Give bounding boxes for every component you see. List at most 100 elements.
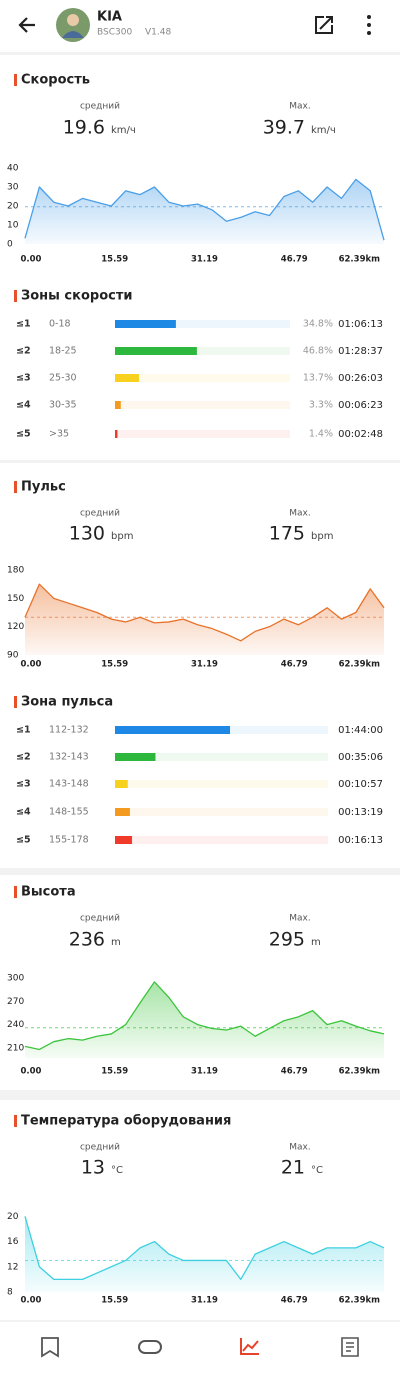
y-tick-label: 120 xyxy=(7,622,24,632)
zone-bar xyxy=(115,401,121,409)
avg-unit: km/ч xyxy=(111,125,136,136)
zone-bar xyxy=(115,320,176,328)
zone-level: ≤5 xyxy=(16,835,31,846)
zone-time: 01:06:13 xyxy=(338,319,383,330)
nav-track[interactable] xyxy=(138,1340,162,1354)
x-tick-label: 46.79 xyxy=(281,1296,308,1306)
avg-unit: bpm xyxy=(111,531,133,542)
x-tick-label: 15.59 xyxy=(101,1296,128,1306)
x-tick-label: 62.39km xyxy=(339,660,381,670)
section-title: Пульс xyxy=(21,480,66,495)
zone-percent: 1.4% xyxy=(309,429,333,440)
share-button[interactable] xyxy=(315,16,333,34)
x-tick-label: 0.00 xyxy=(21,255,42,265)
avg-value: 19.6 xyxy=(63,117,105,139)
area-fill xyxy=(25,1216,384,1292)
zone-bar xyxy=(115,726,231,734)
y-tick-label: 8 xyxy=(7,1288,13,1298)
avg-label: средний xyxy=(80,509,120,519)
zone-bar-track xyxy=(115,320,290,328)
y-tick-label: 90 xyxy=(7,651,19,661)
x-tick-label: 0.00 xyxy=(21,1067,42,1077)
y-tick-label: 40 xyxy=(7,164,19,174)
zone-time: 00:06:23 xyxy=(338,400,383,411)
nav-report[interactable] xyxy=(341,1337,359,1357)
max-value: 295 xyxy=(269,929,305,951)
zone-range: 148-155 xyxy=(49,807,89,818)
y-tick-label: 12 xyxy=(7,1262,18,1272)
zone-time: 00:02:48 xyxy=(338,429,383,440)
nav-charts[interactable] xyxy=(240,1338,259,1355)
zone-time: 01:44:00 xyxy=(338,725,383,736)
x-tick-label: 15.59 xyxy=(101,255,128,265)
data-line xyxy=(24,981,385,1051)
y-tick-label: 300 xyxy=(7,974,24,984)
title-marker xyxy=(14,74,17,86)
y-tick-label: 240 xyxy=(7,1020,24,1030)
zone-bar-track xyxy=(115,430,290,438)
x-tick-label: 31.19 xyxy=(191,255,218,265)
avg-value: 130 xyxy=(69,523,105,545)
x-tick-label: 31.19 xyxy=(191,1067,218,1077)
device-version: V1.48 xyxy=(145,28,171,38)
zone-time: 00:26:03 xyxy=(338,373,383,384)
y-tick-label: 0 xyxy=(7,240,13,250)
max-unit: km/ч xyxy=(311,125,336,136)
avatar-body xyxy=(62,31,84,38)
title-marker xyxy=(14,481,17,493)
menu-button[interactable] xyxy=(367,15,371,35)
data-line xyxy=(24,1216,385,1281)
x-tick-label: 46.79 xyxy=(281,1067,308,1077)
zones-title: Зоны скорости xyxy=(21,289,132,304)
zone-time: 00:16:13 xyxy=(338,835,383,846)
max-label: Max. xyxy=(289,914,310,924)
zones-title: Зона пульса xyxy=(21,695,113,710)
max-label: Max. xyxy=(289,509,310,519)
x-tick-label: 0.00 xyxy=(21,1296,42,1306)
zone-range: 132-143 xyxy=(49,752,89,763)
back-button[interactable] xyxy=(18,17,35,33)
nav-favorites[interactable] xyxy=(41,1337,59,1358)
section-title: Высота xyxy=(21,885,76,900)
x-tick-label: 0.00 xyxy=(21,660,42,670)
zone-bar-track xyxy=(115,808,328,816)
x-tick-label: 31.19 xyxy=(191,1296,218,1306)
max-label: Max. xyxy=(289,102,310,112)
zone-range: 30-35 xyxy=(49,400,77,411)
data-line xyxy=(24,178,385,241)
zone-bar xyxy=(115,780,128,788)
x-tick-label: 62.39km xyxy=(339,255,381,265)
x-tick-label: 31.19 xyxy=(191,660,218,670)
zone-level: ≤2 xyxy=(16,752,31,763)
max-unit: m xyxy=(311,937,321,948)
zone-bar-track xyxy=(115,753,328,761)
y-tick-label: 16 xyxy=(7,1237,19,1247)
zone-level: ≤5 xyxy=(16,429,31,440)
zone-percent: 46.8% xyxy=(303,346,333,357)
zone-level: ≤4 xyxy=(16,807,31,818)
zone-range: 155-178 xyxy=(49,835,89,846)
zone-bar xyxy=(115,347,197,355)
zone-time: 00:10:57 xyxy=(338,779,383,790)
zone-range: 25-30 xyxy=(49,373,77,384)
zone-level: ≤1 xyxy=(16,319,31,330)
area-fill xyxy=(25,179,384,244)
device-name: BSC300 xyxy=(97,28,132,38)
avg-label: средний xyxy=(80,102,120,112)
zone-bar xyxy=(115,374,139,382)
y-tick-label: 20 xyxy=(7,202,19,212)
zone-bar xyxy=(115,808,130,816)
y-tick-label: 150 xyxy=(7,594,24,604)
x-tick-label: 62.39km xyxy=(339,1296,381,1306)
avg-label: средний xyxy=(80,1143,120,1153)
user-name: KIA xyxy=(97,10,122,25)
bottom-nav xyxy=(0,1322,400,1374)
avg-value: 13 xyxy=(81,1157,105,1179)
x-tick-label: 15.59 xyxy=(101,660,128,670)
section-title: Температура оборудования xyxy=(21,1114,231,1129)
zone-time: 01:28:37 xyxy=(338,346,383,357)
y-tick-label: 180 xyxy=(7,566,24,576)
zone-percent: 34.8% xyxy=(303,319,333,330)
y-tick-label: 270 xyxy=(7,997,24,1007)
